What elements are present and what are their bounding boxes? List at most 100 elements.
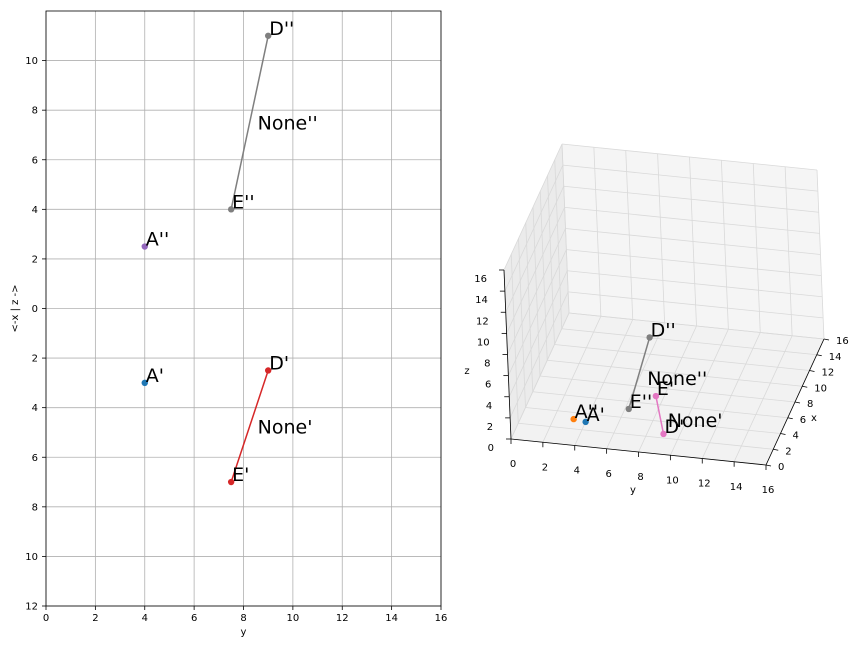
- x-tick-mark: [794, 401, 801, 404]
- segment-line: [655, 395, 665, 435]
- data-point: [264, 367, 272, 374]
- y-tick-label: 2: [32, 254, 38, 265]
- point-label: A'': [575, 401, 598, 423]
- x-tick-label: 12: [822, 368, 835, 379]
- y-tick-label: 0: [32, 304, 38, 315]
- x-tick-mark: [773, 448, 779, 451]
- z-tick-label: 2: [487, 422, 493, 433]
- y-tick-label: 8: [637, 472, 643, 483]
- x-tick-label: 0: [43, 613, 49, 624]
- grid-line: [507, 228, 566, 355]
- z-tick-label: 10: [477, 337, 490, 348]
- data-point: [660, 430, 667, 438]
- data-point: [646, 334, 653, 341]
- x-tick-label: 2: [92, 613, 98, 624]
- data-point: [227, 206, 235, 213]
- grid-line: [504, 164, 564, 292]
- y-tick-label: 6: [32, 155, 38, 166]
- z-tick-label: 4: [486, 401, 492, 412]
- segment-line: [628, 337, 651, 410]
- point-label: E'': [232, 191, 254, 213]
- x-tick-mark: [802, 385, 808, 388]
- x-tick-label: 14: [829, 352, 842, 363]
- x-tick-label: 14: [385, 613, 398, 624]
- data-point: [141, 379, 148, 387]
- grid-line: [567, 270, 823, 298]
- x-tick-label: 8: [240, 613, 246, 624]
- y-tick-label: 6: [32, 453, 38, 464]
- segment-label: None': [258, 416, 313, 438]
- y-axis-label: y: [630, 485, 636, 496]
- y-tick-label: 6: [605, 469, 611, 480]
- grid-line: [506, 207, 565, 334]
- data-point: [625, 405, 632, 413]
- grid-line: [503, 143, 563, 271]
- grid-line: [568, 291, 824, 319]
- point-label: D': [269, 352, 289, 374]
- grid-line: [638, 325, 697, 453]
- y-tick-label: 0: [510, 459, 516, 470]
- point-label: D': [665, 416, 685, 438]
- grid-line: [701, 332, 761, 459]
- projection-plot: 0 2 4 6 8 10 12 14 16 12 10 8 6 4 2 0 2 4 6 8 10 y <-x | z -> N…: [10, 10, 448, 638]
- point-label: E'': [630, 391, 652, 413]
- grid-line: [510, 312, 570, 440]
- grid-line: [563, 185, 819, 213]
- x-tick-mark: [787, 417, 793, 420]
- y-tick-label: 16: [762, 485, 775, 496]
- grid-line: [568, 312, 825, 340]
- data-point: [227, 478, 235, 486]
- y-tick-label: 2: [542, 462, 548, 473]
- point-label: E': [657, 378, 674, 400]
- x-tick-label: 8: [807, 399, 813, 410]
- y-tick-label: 8: [32, 106, 38, 117]
- x-tick-mark: [809, 370, 815, 372]
- x-axis-label: x: [811, 413, 817, 424]
- x-tick-mark: [780, 433, 786, 435]
- y-tick-label: 4: [32, 205, 38, 216]
- y-tick-label: 14: [730, 482, 743, 493]
- data-point: [652, 392, 660, 400]
- x-tick-label: 10: [814, 383, 827, 394]
- y-tick-label: 10: [25, 56, 38, 67]
- grid-line: [670, 329, 729, 456]
- grid-line: [566, 249, 822, 277]
- grid-line: [733, 335, 793, 462]
- x-tick-label: 16: [836, 336, 849, 347]
- x-tick-label: 16: [435, 613, 448, 624]
- point-label: A'': [146, 229, 169, 251]
- x-tick-label: 2: [785, 446, 791, 457]
- z-tick-label: 16: [474, 274, 487, 285]
- x-tick-label: 0: [778, 462, 784, 473]
- y-tick-label: 4: [32, 403, 38, 414]
- x-tick-label: 12: [336, 613, 349, 624]
- grid-line: [509, 291, 569, 419]
- z-tick-label: 14: [475, 295, 488, 306]
- y-tick-label: 10: [666, 475, 679, 486]
- data-point: [141, 243, 148, 250]
- grid-line: [564, 206, 820, 234]
- grid-line: [505, 186, 565, 313]
- x-tick-label: 4: [142, 613, 148, 624]
- segment-label: None': [668, 410, 723, 432]
- point-label: A': [587, 404, 605, 426]
- grid-line: [562, 164, 818, 192]
- segment-line: [230, 35, 269, 210]
- y-tick-label: 12: [25, 602, 38, 613]
- grid-line: [565, 228, 821, 255]
- segment-label: None'': [647, 368, 707, 390]
- grid-line: [508, 249, 567, 376]
- point-label: A': [146, 365, 164, 387]
- data-point: [570, 415, 577, 423]
- point-label: E': [232, 464, 249, 486]
- x-tick-label: 10: [287, 613, 300, 624]
- y-tick-label: 10: [25, 552, 38, 563]
- grid-line: [508, 270, 568, 397]
- y-axis-label: <-x | z ->: [10, 284, 21, 332]
- y-tick-label: 8: [32, 502, 38, 513]
- data-point: [582, 418, 589, 426]
- x-tick-mark: [823, 338, 830, 341]
- point-label: D'': [651, 319, 676, 341]
